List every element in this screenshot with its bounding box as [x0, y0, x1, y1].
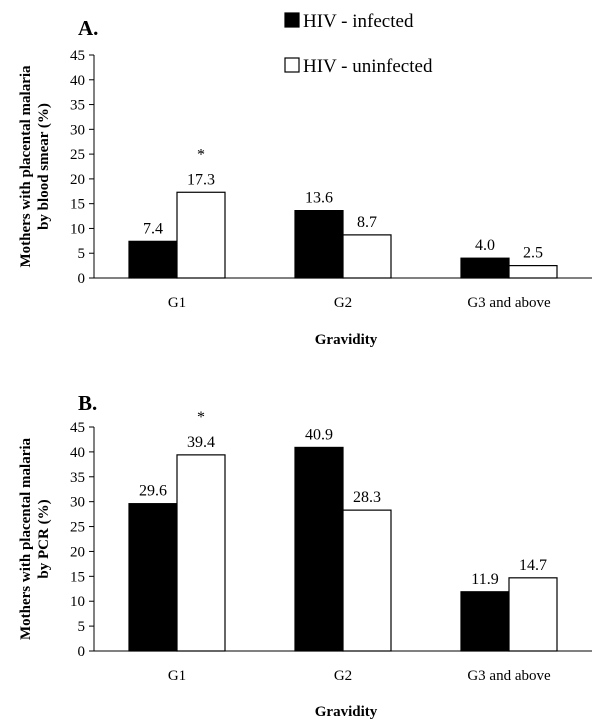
category-label: G2 [334, 295, 352, 311]
data-label: 11.9 [471, 571, 498, 588]
category-label: G2 [334, 668, 352, 684]
bar-hiv-uninfected [342, 509, 392, 652]
y-tick-label: 30 [70, 122, 85, 138]
bar-hiv-infected [128, 503, 178, 652]
y-axis-title: Mothers with placental malaria by PCR (%) [18, 437, 52, 640]
significance-marker: * [197, 409, 205, 426]
data-label: 40.9 [305, 426, 333, 443]
data-label: 7.4 [143, 220, 163, 237]
data-label: 39.4 [187, 434, 215, 451]
legend-swatch-hiv-infected [284, 12, 300, 28]
y-tick-label: 25 [70, 520, 85, 536]
bar-hiv-infected [294, 446, 344, 652]
bar-hiv-infected [460, 591, 510, 652]
y-tick-label: 5 [78, 619, 86, 635]
y-tick-label: 40 [70, 73, 85, 89]
y-tick-label: 15 [70, 197, 85, 213]
y-tick-label: 20 [70, 544, 85, 560]
y-tick-label: 45 [70, 420, 85, 436]
bar-hiv-uninfected [508, 577, 558, 652]
data-label: 14.7 [519, 557, 547, 574]
y-tick-label: 35 [70, 98, 85, 114]
bar-hiv-infected [460, 257, 510, 279]
data-label: 4.0 [475, 237, 495, 254]
y-tick-label: 40 [70, 445, 85, 461]
y-tick-label: 10 [70, 594, 85, 610]
y-tick-label: 35 [70, 470, 85, 486]
legend-swatch-hiv-uninfected [284, 57, 300, 73]
y-axis-title-line: Mothers with placental malaria [18, 437, 34, 640]
y-axis-title-line: Mothers with placental malaria [18, 65, 34, 268]
x-axis-title: Gravidity [315, 704, 378, 720]
data-label: 17.3 [187, 171, 215, 188]
y-tick-label: 30 [70, 495, 85, 511]
bar-hiv-uninfected [342, 234, 392, 279]
legend-label: HIV - infected [303, 11, 414, 32]
data-label: 29.6 [139, 483, 167, 500]
data-label: 8.7 [357, 214, 377, 231]
category-label: G3 and above [467, 295, 551, 311]
y-tick-label: 10 [70, 221, 85, 237]
y-tick-label: 0 [78, 271, 86, 287]
bar-hiv-infected [128, 240, 178, 279]
bar-hiv-uninfected [508, 265, 558, 279]
y-tick-label: 5 [78, 246, 86, 262]
x-axis-title: Gravidity [315, 332, 378, 348]
category-label: G1 [168, 295, 186, 311]
y-tick-label: 45 [70, 48, 85, 64]
bar-hiv-infected [294, 210, 344, 279]
panel-label: A. [78, 16, 98, 40]
y-tick-label: 15 [70, 569, 85, 585]
y-axis-title-line: by blood smear (%) [36, 103, 52, 230]
category-label: G1 [168, 668, 186, 684]
data-label: 13.6 [305, 190, 333, 207]
category-label: G3 and above [467, 668, 551, 684]
y-tick-label: 25 [70, 147, 85, 163]
bar-hiv-uninfected [176, 454, 226, 652]
y-axis-title-line: by PCR (%) [36, 499, 52, 578]
legend-label: HIV - uninfected [303, 56, 433, 77]
data-label: 2.5 [523, 245, 543, 262]
data-label: 28.3 [353, 489, 381, 506]
y-axis-title: Mothers with placental malaria by blood s… [18, 65, 52, 268]
panel-label: B. [78, 391, 97, 415]
bar-hiv-uninfected [176, 191, 226, 279]
y-tick-label: 20 [70, 172, 85, 188]
significance-marker: * [197, 146, 205, 163]
y-tick-label: 0 [78, 644, 86, 660]
